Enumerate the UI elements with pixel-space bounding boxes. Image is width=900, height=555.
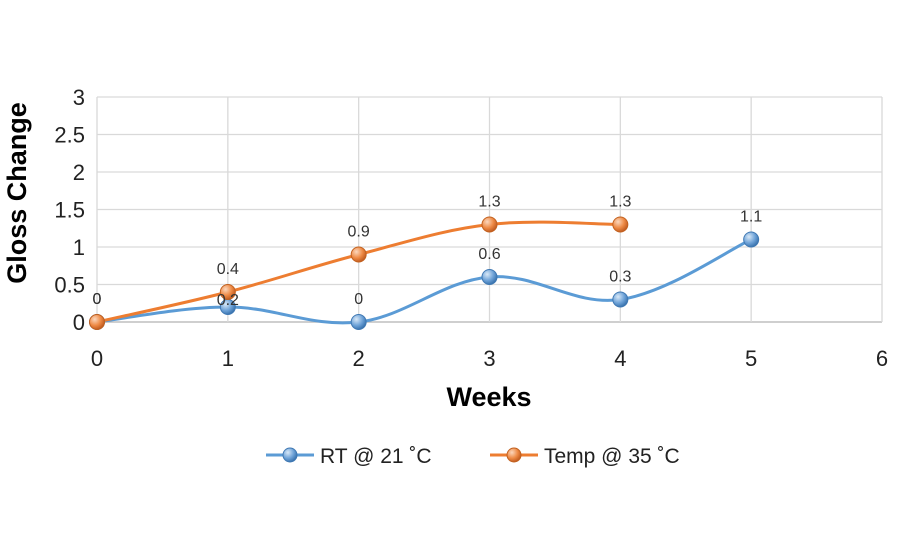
data-label: 0.9 <box>348 224 370 241</box>
y-tick-label: 0.5 <box>54 273 85 298</box>
series-line-0 <box>95 238 753 325</box>
legend-item: RT @ 21 ˚C <box>266 445 432 468</box>
y-tick-label: 3 <box>73 85 85 110</box>
y-tick-label: 2.5 <box>54 123 85 148</box>
data-point <box>612 291 629 308</box>
data-label: 1.3 <box>478 194 500 211</box>
x-tick-label: 5 <box>745 346 757 371</box>
data-point <box>219 284 236 300</box>
y-tick-label: 0 <box>73 310 85 335</box>
x-tick-label: 0 <box>91 346 103 371</box>
legend-label: RT @ 21 ˚C <box>320 445 432 468</box>
x-axis-title: Weeks <box>446 382 531 412</box>
data-label: 1.3 <box>609 194 631 211</box>
data-point <box>743 231 760 248</box>
data-label: 1.1 <box>740 209 762 226</box>
data-label: 0.4 <box>217 261 239 278</box>
data-label: 0 <box>354 291 363 308</box>
legend-marker-icon <box>282 447 298 463</box>
x-tick-label: 4 <box>614 346 626 371</box>
data-label: 0.6 <box>478 246 500 263</box>
data-point <box>612 216 629 233</box>
data-point <box>350 314 367 330</box>
x-tick-label: 2 <box>353 346 365 371</box>
gridlines <box>96 96 883 323</box>
data-point <box>481 216 498 233</box>
y-tick-label: 1 <box>73 235 85 260</box>
data-point <box>89 314 105 330</box>
data-labels: 0 0.2 00.60.31.100.40.91.3 1.3 <box>93 194 763 310</box>
data-label: 0 <box>93 291 102 308</box>
y-axis-title: Gloss Change <box>2 102 32 284</box>
series-lines <box>95 220 753 325</box>
data-label: 0 <box>93 291 102 308</box>
data-point <box>350 246 367 263</box>
data-label: 0.2 <box>217 292 239 309</box>
data-label: 0.3 <box>609 269 631 286</box>
x-tick-label: 1 <box>222 346 234 371</box>
x-tick-label: 3 <box>483 346 495 371</box>
legend-item: Temp @ 35 ˚C <box>490 445 680 468</box>
y-tick-label: 1.5 <box>54 198 85 223</box>
tick-labels: 0 0.5 1 1.5 2 2.5 3 0 1 2 3 4 5 6 <box>54 85 888 371</box>
y-tick-label: 2 <box>73 160 85 185</box>
x-tick-label: 6 <box>876 346 888 371</box>
legend-label: Temp @ 35 ˚C <box>544 445 680 468</box>
data-markers <box>89 216 760 330</box>
legend-marker-icon <box>506 447 522 463</box>
data-point <box>481 269 498 285</box>
legend: RT @ 21 ˚C Temp @ 35 ˚C <box>266 445 680 468</box>
